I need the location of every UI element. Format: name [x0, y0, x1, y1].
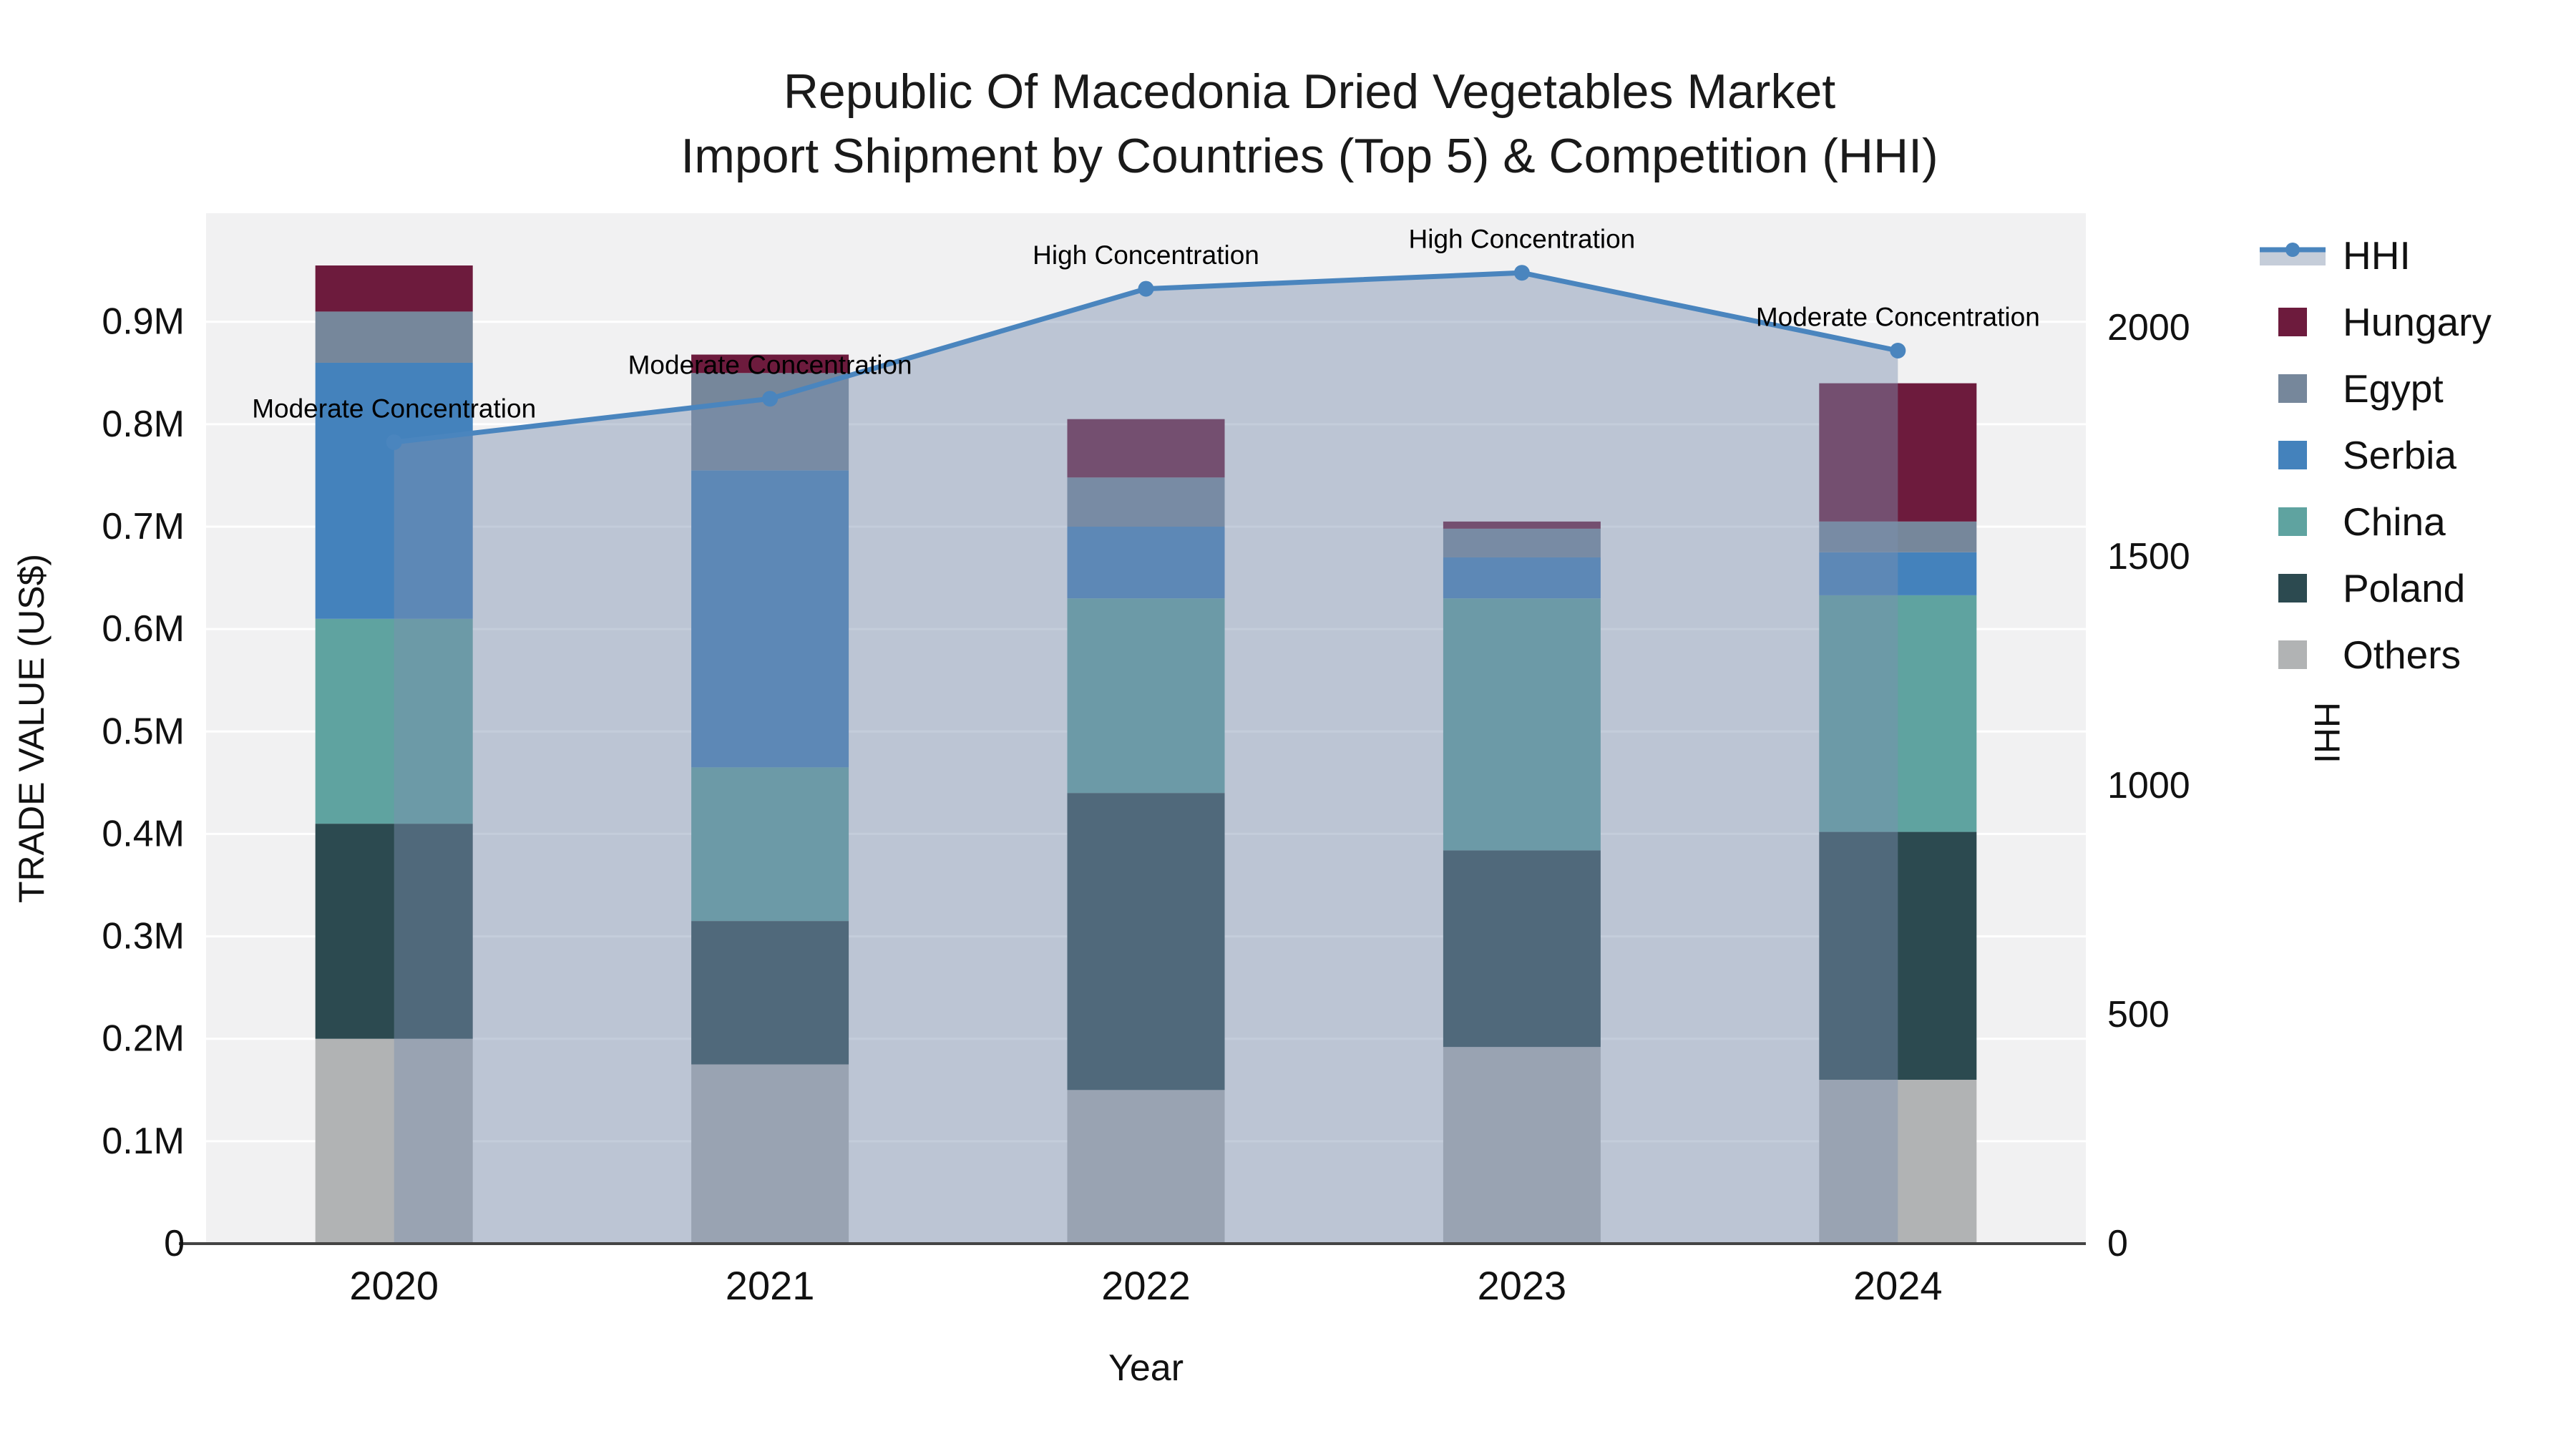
bar-segment-poland-2020[interactable]	[315, 824, 473, 1039]
bar-segment-hungary-2022[interactable]	[1067, 419, 1225, 478]
annotation-2023: High Concentration	[1409, 225, 1636, 254]
hhi-legend-sample	[2260, 243, 2326, 265]
bar-segment-hungary-2024[interactable]	[1819, 383, 1977, 522]
hhi-line-icon	[2260, 233, 2326, 278]
y-left-tick-label: 0.5M	[102, 711, 185, 752]
bar-segment-egypt-2020[interactable]	[315, 311, 473, 363]
legend-label-egypt: Egypt	[2343, 366, 2444, 411]
legend-item-hhi[interactable]: HHI	[2260, 233, 2492, 278]
bar-segment-serbia-2023[interactable]	[1443, 557, 1601, 599]
y-left-tick-label: 0.1M	[102, 1121, 185, 1162]
annotation-2022: High Concentration	[1033, 240, 1259, 270]
legend-item-others[interactable]: Others	[2260, 633, 2492, 677]
legend-swatch-others	[2278, 640, 2307, 669]
bar-segment-poland-2023[interactable]	[1443, 850, 1601, 1048]
legend-label-poland: Poland	[2343, 566, 2466, 610]
bar-segment-others-2023[interactable]	[1443, 1047, 1601, 1244]
legend-label-serbia: Serbia	[2343, 433, 2457, 477]
y-right-tick-label: 500	[2107, 994, 2170, 1035]
bar-segment-egypt-2024[interactable]	[1819, 521, 1977, 552]
y-right-tick-label: 0	[2107, 1223, 2128, 1264]
annotation-2020: Moderate Concentration	[252, 394, 536, 424]
legend-item-egypt[interactable]: Egypt	[2260, 366, 2492, 411]
color-swatch-icon	[2260, 433, 2326, 477]
bar-segment-china-2022[interactable]	[1067, 598, 1225, 794]
x-tick-label-2021: 2021	[726, 1263, 815, 1308]
hhi-marker-2023[interactable]	[1513, 265, 1530, 281]
y-left-tick-label: 0.4M	[102, 813, 185, 854]
y-left-tick-label: 0.3M	[102, 916, 185, 957]
bar-segment-others-2020[interactable]	[315, 1038, 473, 1244]
color-swatch-icon	[2260, 300, 2326, 344]
legend-label-hhi: HHI	[2343, 233, 2411, 278]
legend-item-china[interactable]: China	[2260, 499, 2492, 544]
y-right-tick-label: 1500	[2107, 536, 2190, 577]
x-tick-label-2020: 2020	[349, 1263, 439, 1308]
bar-segment-others-2022[interactable]	[1067, 1090, 1225, 1244]
bar-segment-egypt-2021[interactable]	[691, 373, 849, 471]
bar-segment-china-2021[interactable]	[691, 767, 849, 922]
x-tick-label-2023: 2023	[1478, 1263, 1567, 1308]
legend-label-others: Others	[2343, 633, 2462, 677]
bar-segment-serbia-2021[interactable]	[691, 470, 849, 768]
y-right-tick-label: 2000	[2107, 307, 2190, 348]
bar-segment-hungary-2021[interactable]	[691, 354, 849, 374]
hhi-marker-2020[interactable]	[386, 434, 402, 450]
y-left-tick-label: 0.7M	[102, 506, 185, 547]
bar-segment-hungary-2023[interactable]	[1443, 521, 1601, 529]
hhi-marker-2021[interactable]	[762, 391, 779, 407]
y-left-tick-label: 0.8M	[102, 404, 185, 445]
annotation-2021: Moderate Concentration	[628, 351, 912, 380]
color-swatch-icon	[2260, 566, 2326, 610]
color-swatch-icon	[2260, 633, 2326, 677]
legend-item-hungary[interactable]: Hungary	[2260, 300, 2492, 344]
bar-segment-serbia-2024[interactable]	[1819, 552, 1977, 595]
y-left-tick-label: 0	[164, 1223, 185, 1264]
legend-item-poland[interactable]: Poland	[2260, 566, 2492, 610]
legend-swatch-egypt	[2278, 374, 2307, 403]
annotation-2024: Moderate Concentration	[1756, 303, 2040, 332]
legend-swatch-poland	[2278, 574, 2307, 602]
x-tick-label-2024: 2024	[1853, 1263, 1943, 1308]
bar-segment-others-2024[interactable]	[1819, 1079, 1977, 1244]
y-left-tick-label: 0.6M	[102, 608, 185, 650]
y-left-tick-label: 0.2M	[102, 1018, 185, 1060]
legend-swatch-china	[2278, 507, 2307, 536]
bar-segment-poland-2024[interactable]	[1819, 831, 1977, 1080]
chart-title-line2: Import Shipment by Countries (Top 5) & C…	[680, 128, 1938, 183]
bar-segment-poland-2022[interactable]	[1067, 793, 1225, 1091]
x-tick-label-2022: 2022	[1101, 1263, 1191, 1308]
bar-segment-poland-2021[interactable]	[691, 921, 849, 1065]
bar-segment-others-2021[interactable]	[691, 1064, 849, 1244]
legend-swatch-hungary	[2278, 308, 2307, 336]
hhi-area	[394, 273, 1898, 1244]
color-swatch-icon	[2260, 366, 2326, 411]
bar-segment-hungary-2020[interactable]	[315, 265, 473, 312]
chart-title-line1: Republic Of Macedonia Dried Vegetables M…	[783, 64, 1836, 119]
bar-segment-china-2024[interactable]	[1819, 595, 1977, 832]
legend-label-hungary: Hungary	[2343, 300, 2492, 344]
y-right-tick-label: 1000	[2107, 765, 2190, 806]
legend-swatch-serbia	[2278, 441, 2307, 469]
bar-segment-serbia-2022[interactable]	[1067, 527, 1225, 599]
color-swatch-icon	[2260, 499, 2326, 544]
bar-segment-egypt-2023[interactable]	[1443, 528, 1601, 557]
bar-segment-egypt-2022[interactable]	[1067, 477, 1225, 527]
x-axis-title: Year	[1108, 1347, 1184, 1389]
legend-label-china: China	[2343, 499, 2446, 544]
bar-segment-china-2020[interactable]	[315, 618, 473, 824]
chart-title: Republic Of Macedonia Dried Vegetables M…	[0, 60, 2576, 189]
bar-segment-serbia-2020[interactable]	[315, 362, 473, 619]
hhi-marker-2022[interactable]	[1138, 280, 1154, 297]
legend-item-serbia[interactable]: Serbia	[2260, 433, 2492, 477]
legend: HHI Hungary Egypt Serbia China Poland Others	[2260, 233, 2492, 699]
hhi-marker-2024[interactable]	[1890, 343, 1906, 358]
y-left-tick-label: 0.9M	[102, 301, 185, 343]
bar-segment-china-2023[interactable]	[1443, 598, 1601, 851]
